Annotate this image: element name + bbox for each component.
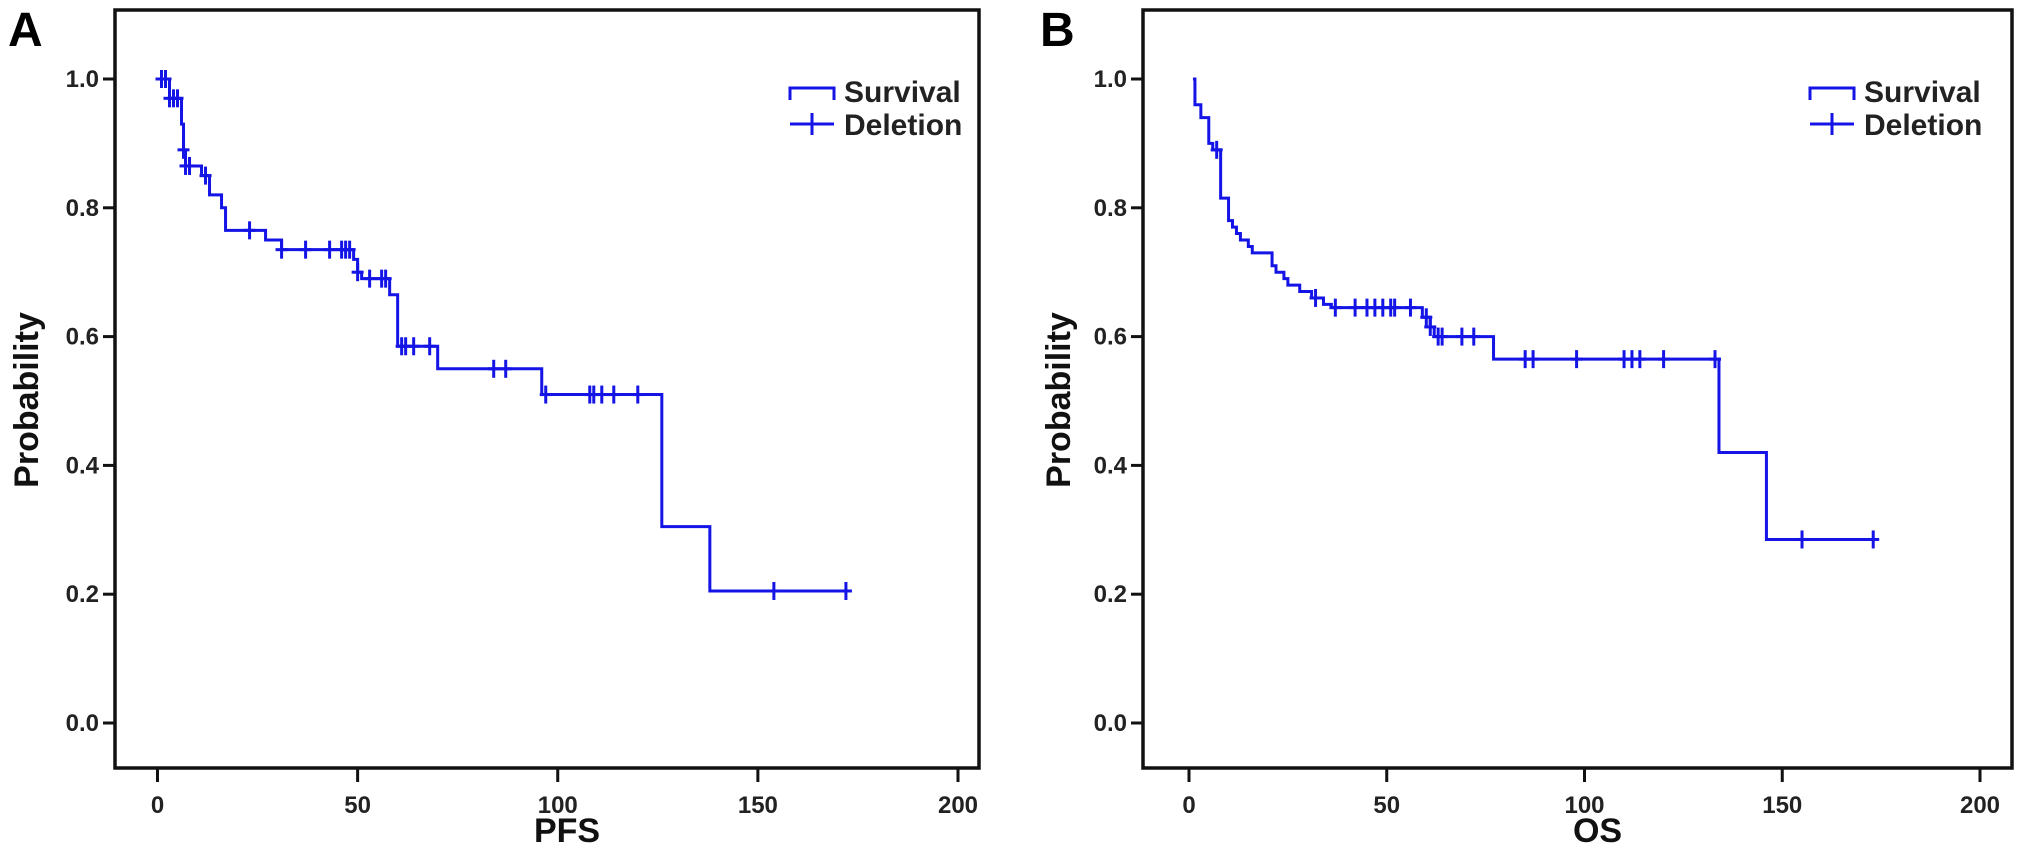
- censor-mark: [363, 269, 376, 288]
- panel-letter: B: [1040, 4, 1075, 57]
- censor-mark: [343, 240, 356, 259]
- x-tick-label: 200: [1960, 792, 2000, 819]
- legend-survival-step-icon: [1808, 86, 1856, 100]
- censor-mark: [767, 581, 780, 600]
- censor-mark: [1796, 530, 1809, 549]
- censor-mark: [159, 70, 172, 88]
- censor-mark: [487, 359, 500, 378]
- panel-letter: A: [8, 4, 43, 57]
- censor-mark: [299, 240, 312, 259]
- x-tick-label: 50: [1373, 792, 1400, 819]
- y-tick-label: 0.6: [1094, 324, 1127, 351]
- x-tick-label: 200: [938, 792, 978, 819]
- plot-frame: [1141, 8, 2014, 770]
- y-tick-label: 1.0: [66, 66, 99, 93]
- censor-mark: [1309, 288, 1322, 307]
- y-tick-label: 0.4: [1094, 452, 1128, 479]
- legend-survival-step-icon: [788, 86, 836, 100]
- legend-survival-label: Survival: [1864, 76, 1981, 109]
- x-tick-label: 100: [1564, 792, 1604, 819]
- censor-mark: [1527, 350, 1540, 369]
- censor-mark: [1388, 298, 1401, 317]
- y-tick-label: 0.8: [1094, 195, 1127, 222]
- censor-mark: [199, 166, 212, 185]
- panel-a-pfs-chart: A 0 50 100 150 200 0.0 0.2 0.4 0.6 0.8 1.0 PFS Probab…: [8, 4, 981, 850]
- y-axis-title: Probability: [8, 312, 46, 488]
- censor-mark: [323, 240, 336, 259]
- censor-mark: [839, 581, 852, 600]
- x-axis-title: PFS: [534, 812, 600, 850]
- censor-mark: [423, 337, 436, 356]
- censor-mark: [539, 385, 552, 404]
- legend-survival-label: Survival: [844, 76, 961, 109]
- y-tick-label: 1.0: [1094, 66, 1127, 93]
- y-tick-label: 0.6: [66, 324, 99, 351]
- censor-mark: [379, 269, 392, 288]
- x-tick-label: 50: [344, 792, 371, 819]
- x-tick-label: 150: [738, 792, 778, 819]
- censor-mark: [351, 263, 364, 282]
- x-tick-label: 0: [151, 792, 164, 819]
- censor-mark: [1467, 327, 1480, 346]
- y-tick-label: 0.0: [1094, 710, 1127, 737]
- censor-mark: [1210, 140, 1223, 159]
- censor-mark: [1709, 350, 1722, 369]
- y-tick-label: 0.2: [1094, 581, 1127, 608]
- panel-b-os-chart: B 0 50 100 150 200 0.0 0.2 0.4 0.6 0.8 1.0 OS Probabi…: [1040, 4, 2014, 850]
- survival-curve: [1192, 77, 1874, 541]
- censor-mark: [1329, 298, 1342, 317]
- censor-mark: [275, 240, 288, 259]
- legend-deletion-label: Deletion: [844, 109, 962, 142]
- censor-mark: [1633, 350, 1646, 369]
- censor-mark: [607, 385, 620, 404]
- y-tick-label: 0.4: [66, 452, 100, 479]
- censor-mark: [1404, 298, 1417, 317]
- censor-mark: [177, 140, 190, 159]
- censor-mark: [171, 89, 184, 108]
- censor-mark: [1424, 317, 1437, 336]
- y-tick-label: 0.0: [66, 710, 99, 737]
- legend-deletion-plus-icon: [790, 113, 834, 135]
- y-axis-title: Probability: [1040, 312, 1078, 488]
- censor-mark: [1570, 350, 1583, 369]
- censor-mark: [631, 385, 644, 404]
- censor-mark: [1455, 327, 1468, 346]
- plot-frame: [113, 8, 981, 770]
- censor-mark: [1436, 327, 1449, 346]
- censor-mark: [243, 221, 256, 240]
- censor-mark: [407, 337, 420, 356]
- censor-mark: [499, 359, 512, 378]
- censor-mark: [1657, 350, 1670, 369]
- y-tick-label: 0.8: [66, 195, 99, 222]
- censor-mark: [1420, 308, 1433, 327]
- censor-mark: [595, 385, 608, 404]
- censor-mark: [1867, 530, 1880, 549]
- censor-mark: [1349, 298, 1362, 317]
- x-tick-label: 0: [1182, 792, 1195, 819]
- legend-deletion-plus-icon: [1810, 113, 1854, 135]
- x-tick-label: 100: [538, 792, 578, 819]
- y-tick-label: 0.2: [66, 581, 99, 608]
- x-tick-label: 150: [1762, 792, 1802, 819]
- x-axis-title: OS: [1573, 812, 1622, 850]
- censor-mark: [183, 156, 196, 175]
- survival-curve: [157, 77, 846, 593]
- legend-deletion-label: Deletion: [1864, 109, 1982, 142]
